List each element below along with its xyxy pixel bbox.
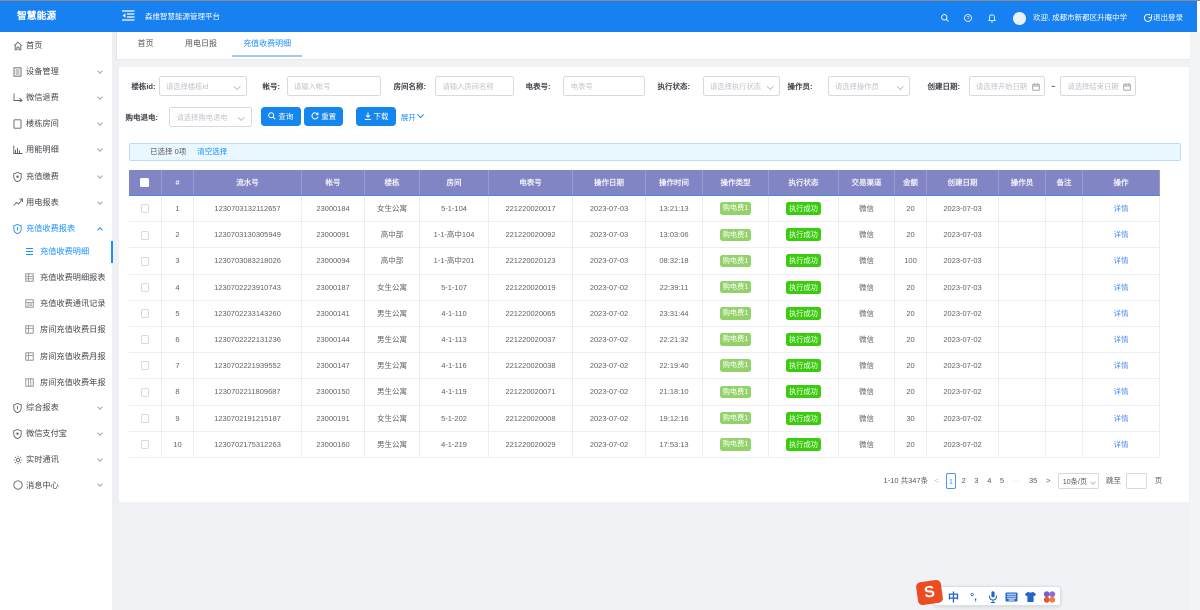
svg-text:?: ? [966, 16, 969, 22]
